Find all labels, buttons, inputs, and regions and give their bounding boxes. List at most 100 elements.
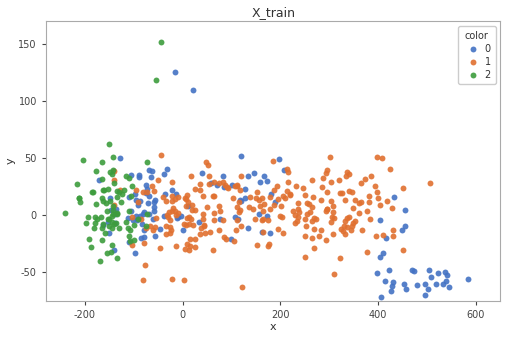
1	[181, 196, 189, 201]
2	[106, 169, 114, 174]
1	[342, 224, 350, 230]
1	[201, 231, 209, 236]
1	[174, 194, 182, 200]
0	[194, 220, 203, 225]
2	[61, 210, 69, 216]
0	[107, 207, 115, 212]
1	[398, 186, 407, 191]
1	[350, 218, 358, 223]
1	[185, 214, 193, 220]
1	[355, 201, 363, 206]
2	[122, 173, 130, 179]
0	[274, 156, 282, 162]
1	[309, 216, 317, 221]
0	[233, 216, 241, 222]
0	[139, 234, 147, 239]
0	[140, 209, 148, 214]
1	[221, 237, 229, 242]
1	[347, 223, 356, 228]
1	[338, 228, 346, 234]
1	[168, 208, 176, 214]
0	[243, 173, 251, 179]
0	[270, 200, 278, 205]
1	[342, 169, 350, 175]
0	[151, 234, 159, 239]
0	[142, 190, 150, 195]
0	[177, 213, 185, 219]
2	[75, 195, 83, 201]
2	[91, 214, 99, 220]
2	[87, 189, 95, 194]
0	[220, 185, 228, 190]
2	[109, 167, 117, 172]
1	[147, 184, 156, 189]
0	[183, 203, 191, 209]
1	[168, 194, 176, 199]
1	[198, 193, 207, 199]
2	[96, 258, 104, 263]
0	[380, 278, 388, 284]
0	[129, 217, 137, 222]
1	[309, 226, 317, 232]
0	[125, 194, 133, 199]
2	[113, 210, 121, 216]
1	[318, 175, 326, 181]
0	[258, 230, 266, 235]
1	[318, 184, 326, 190]
2	[129, 238, 137, 243]
0	[375, 255, 383, 260]
2	[92, 216, 100, 222]
1	[425, 180, 433, 186]
1	[372, 154, 380, 159]
Legend: 0, 1, 2: 0, 1, 2	[458, 26, 494, 84]
1	[375, 202, 383, 208]
1	[142, 190, 150, 195]
1	[398, 247, 407, 252]
1	[209, 193, 217, 199]
0	[94, 177, 103, 183]
1	[379, 233, 387, 238]
2	[117, 199, 125, 205]
0	[385, 267, 393, 272]
1	[190, 245, 198, 250]
1	[166, 217, 174, 223]
1	[328, 209, 336, 215]
1	[231, 184, 239, 189]
0	[111, 220, 119, 225]
0	[149, 204, 157, 210]
2	[98, 237, 106, 243]
1	[307, 204, 315, 210]
1	[188, 222, 196, 227]
2	[89, 190, 97, 195]
1	[238, 284, 246, 289]
1	[281, 195, 289, 200]
2	[124, 175, 132, 180]
2	[79, 158, 87, 163]
1	[367, 173, 375, 178]
1	[373, 195, 381, 200]
1	[356, 199, 364, 204]
1	[166, 225, 174, 230]
1	[154, 177, 162, 183]
2	[130, 223, 138, 228]
2	[103, 208, 111, 214]
0	[227, 236, 235, 242]
1	[237, 173, 245, 179]
1	[184, 221, 192, 226]
1	[278, 230, 286, 236]
0	[174, 215, 182, 220]
1	[388, 227, 396, 233]
0	[131, 214, 139, 219]
0	[156, 226, 164, 232]
1	[357, 228, 365, 233]
1	[290, 220, 298, 226]
1	[288, 209, 296, 214]
1	[377, 155, 385, 161]
1	[323, 207, 331, 212]
1	[149, 189, 158, 194]
1	[172, 213, 180, 218]
1	[187, 207, 195, 213]
0	[420, 281, 428, 286]
1	[161, 232, 169, 237]
2	[126, 193, 134, 198]
